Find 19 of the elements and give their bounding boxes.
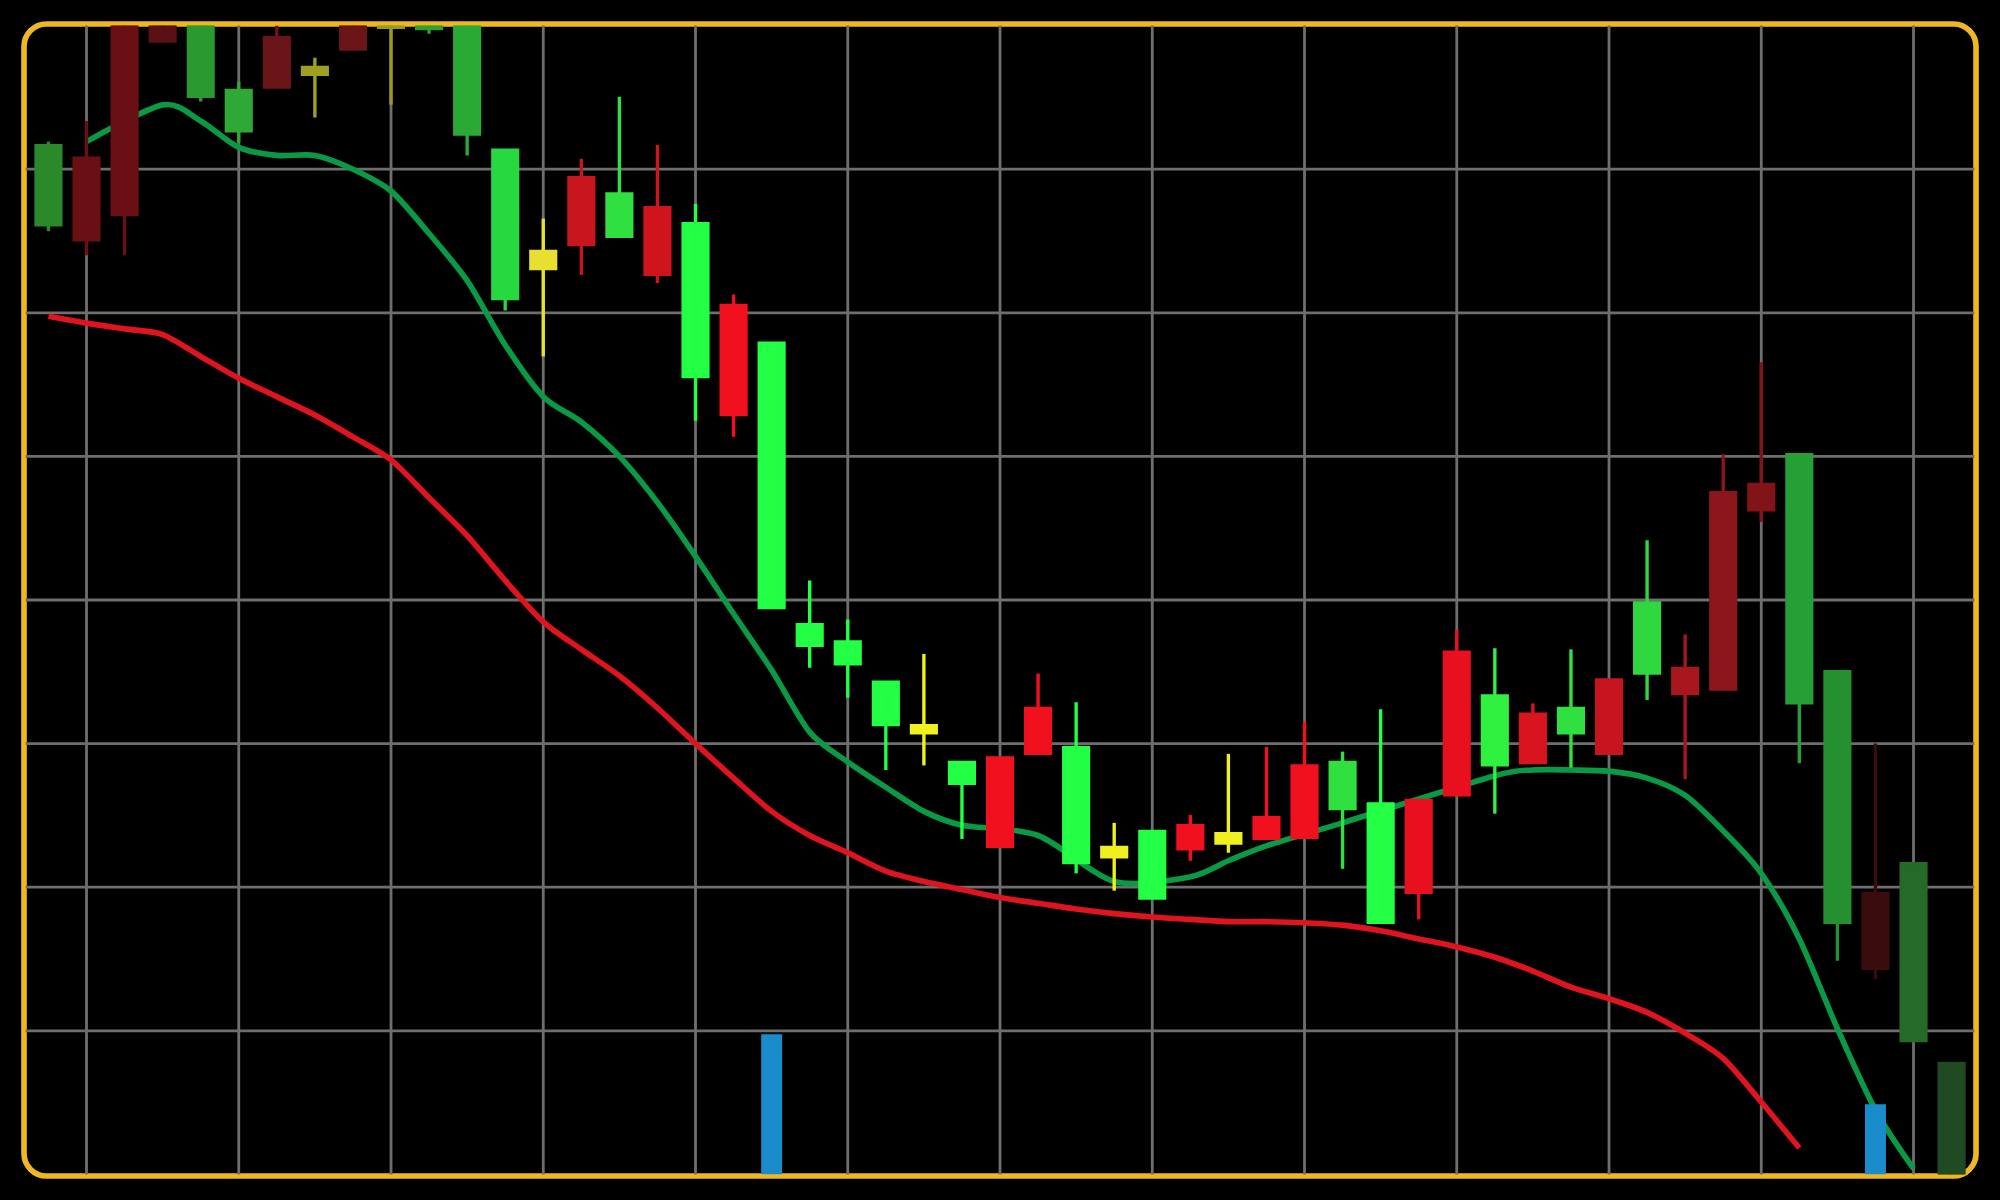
candlestick bbox=[1024, 671, 1053, 756]
candlestick bbox=[1671, 632, 1700, 781]
candlestick bbox=[833, 617, 862, 700]
candlestick bbox=[1100, 821, 1129, 893]
candlestick bbox=[1747, 360, 1776, 524]
candlestick bbox=[1176, 813, 1205, 863]
candlestick bbox=[529, 216, 558, 359]
candlestick bbox=[1556, 647, 1586, 770]
candlestick bbox=[909, 652, 938, 768]
candlestick bbox=[1252, 745, 1281, 841]
candlestick bbox=[871, 679, 900, 772]
candlestick bbox=[338, 25, 368, 52]
candlestick bbox=[605, 95, 634, 239]
candlestick bbox=[1328, 749, 1357, 871]
candlestick bbox=[224, 80, 253, 145]
candlestick bbox=[300, 56, 329, 120]
candlestick bbox=[1214, 752, 1243, 855]
candlestick bbox=[795, 578, 824, 670]
candlestick bbox=[947, 760, 977, 841]
